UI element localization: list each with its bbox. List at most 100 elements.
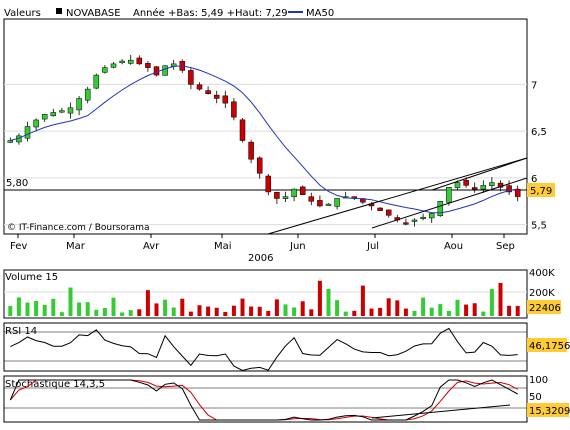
candle-body: [41, 114, 48, 120]
stochastic-title: Stochastique 14,3,5: [5, 379, 105, 390]
volume-bar: [326, 288, 331, 316]
volume-bar: [257, 306, 262, 316]
candles: [7, 54, 521, 227]
volume-bar: [412, 310, 417, 316]
candle-body: [411, 219, 418, 222]
price-y-ticks: 7 6,5 6 5,5: [531, 80, 547, 231]
month-label: Sep: [496, 241, 515, 252]
month-label: Mai: [214, 241, 232, 252]
volume-bar: [154, 303, 159, 316]
candle-body: [127, 59, 134, 64]
volume-bar: [421, 297, 426, 316]
volume-bar: [274, 299, 279, 316]
volume-bar: [231, 305, 236, 316]
candle-body: [248, 141, 254, 160]
candle-body: [506, 185, 512, 193]
volume-bar: [240, 298, 245, 316]
candle-body: [299, 186, 306, 195]
volume-bar: [369, 308, 374, 316]
stoch-tick-100: 100: [529, 375, 548, 386]
month-label: Jun: [289, 241, 306, 252]
volume-bar: [120, 312, 125, 316]
volume-bar: [309, 309, 314, 316]
volume-bar: [188, 311, 193, 316]
price-y-tick: 7: [531, 80, 537, 91]
volume-bar: [180, 298, 185, 316]
candle-body: [471, 187, 478, 190]
month-label: Mar: [66, 241, 86, 252]
volume-bar: [77, 302, 82, 316]
volume-bar: [464, 304, 469, 316]
volume-bar: [34, 300, 39, 316]
candle-body: [231, 101, 237, 118]
volume-last-value: 22406: [529, 303, 561, 314]
candle-body: [222, 95, 229, 104]
volume-bar: [455, 299, 460, 316]
ma-legend-label: MA50: [306, 8, 334, 19]
valeurs-label: Valeurs: [4, 8, 41, 19]
candle-body: [59, 110, 65, 113]
trendline-upper: [431, 157, 528, 191]
volume-bar: [249, 306, 254, 316]
candle-body: [119, 60, 125, 63]
month-label: Jul: [366, 241, 379, 252]
volume-bar: [111, 297, 116, 316]
candle-body: [205, 90, 211, 95]
volume-bar: [16, 297, 21, 316]
volume-bar: [429, 307, 434, 316]
candle-body: [428, 213, 435, 219]
candle-body: [33, 119, 39, 128]
volume-bar: [145, 290, 150, 316]
volume-bar: [335, 300, 340, 316]
candle-body: [334, 198, 340, 207]
candle-body: [153, 66, 160, 76]
candle-body: [480, 185, 487, 190]
volume-bar: [68, 287, 73, 316]
last-price-box: [527, 183, 555, 197]
month-axis: Fev Mar Avr Mai Jun Jul Aou Sep: [10, 234, 515, 252]
rsi-last-value: 46,1756: [529, 341, 570, 352]
symbol-label: NOVABASE: [66, 8, 121, 19]
volume-panel: Volume 15 400K 200K 22406: [3, 268, 561, 319]
rsi-last-box: [527, 338, 567, 352]
stoch-tick-50: 50: [529, 392, 542, 403]
volume-bar: [343, 311, 348, 316]
volume-bar: [137, 309, 142, 316]
candle-body: [454, 182, 461, 188]
volume-bar: [51, 298, 56, 316]
volume-bar: [163, 299, 168, 316]
candle-body: [84, 88, 91, 101]
candle-body: [514, 188, 521, 197]
stoch-last-value: 15,3209: [529, 406, 570, 417]
price-panel: 7 6,5 6 5,5 5,80 © IT-Finance.com / Boursor…: [3, 18, 555, 235]
volume-title: Volume 15: [5, 272, 58, 283]
volume-bar: [197, 305, 202, 316]
candle-body: [446, 187, 452, 203]
volume-tick-400k: 400K: [529, 268, 555, 279]
volume-bar: [481, 311, 486, 316]
candle-body: [136, 57, 143, 65]
candle-body: [274, 192, 280, 199]
month-label: Fev: [10, 241, 27, 252]
volume-bar: [214, 307, 219, 316]
volume-bar: [85, 302, 90, 316]
candle-body: [239, 119, 246, 141]
volume-bar: [8, 305, 13, 316]
volume-bar: [438, 304, 443, 316]
price-panel-frame: [3, 18, 528, 235]
volume-bar: [128, 310, 133, 316]
price-grid: [4, 83, 527, 226]
volume-bar: [489, 288, 494, 316]
volume-bar: [102, 307, 107, 316]
copyright-text: © IT-Finance.com / Boursorama: [7, 223, 149, 233]
reference-line-label: 5,80: [6, 178, 28, 189]
candle-body: [67, 107, 74, 114]
volume-bar: [498, 282, 503, 316]
candle-body: [420, 216, 426, 220]
volume-bar: [378, 307, 383, 316]
candle-body: [213, 94, 220, 99]
stoch-trendline: [371, 404, 511, 419]
rsi-title: RSI 14: [5, 326, 37, 337]
volume-bar: [395, 300, 400, 316]
volume-bar: [292, 307, 297, 316]
